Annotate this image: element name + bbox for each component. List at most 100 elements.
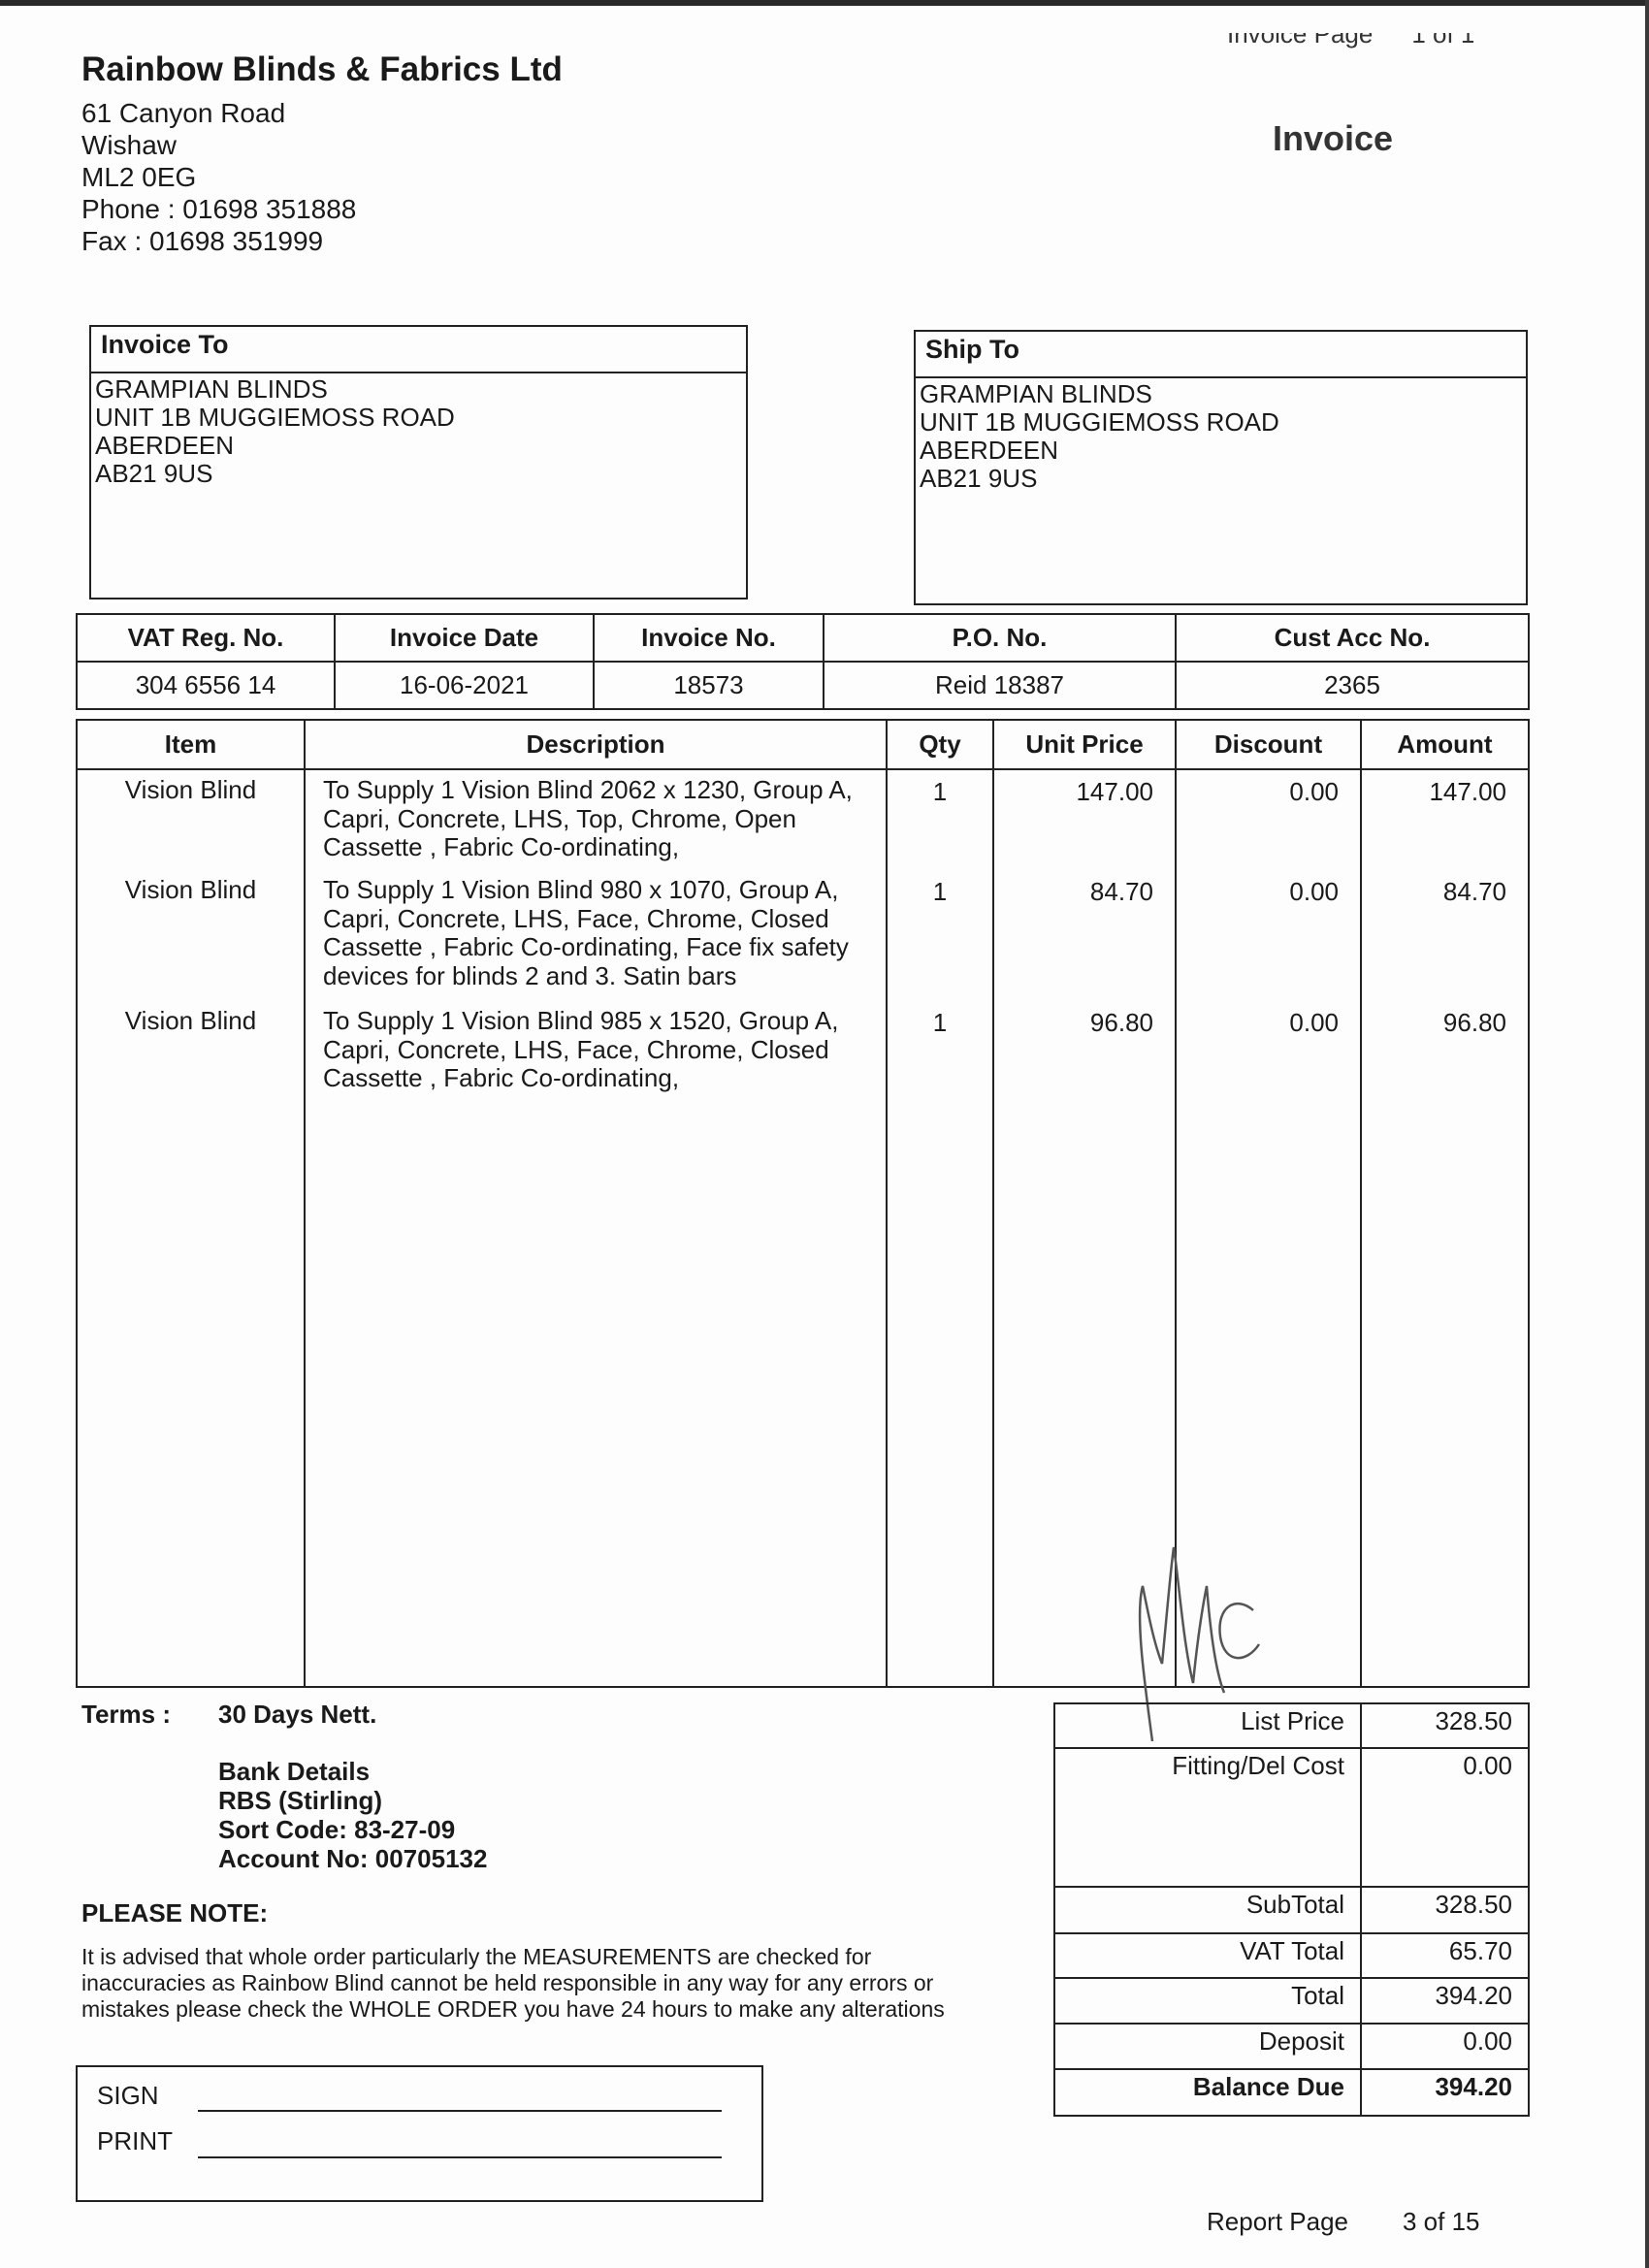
item-description: To Supply 1 Vision Blind 985 x 1520, Gro… [304, 1001, 888, 1688]
item-description: To Supply 1 Vision Blind 2062 x 1230, Gr… [304, 769, 888, 870]
line-items-table: Item Description Qty Unit Price Discount… [76, 719, 1530, 1688]
invoice-to-line: ABERDEEN [95, 431, 235, 460]
company-name: Rainbow Blinds & Fabrics Ltd [81, 50, 563, 88]
ship-to-line: ABERDEEN [920, 436, 1059, 465]
item-name: Vision Blind [76, 870, 306, 1001]
totals-table: List Price 328.50 Fitting/Del Cost 0.00 Su… [1053, 1702, 1530, 2117]
ship-to-label: Ship To [916, 332, 1526, 378]
address-line: ML2 0EG [81, 162, 197, 192]
totals-row: Balance Due 394.20 [1053, 2068, 1530, 2117]
sign-label: SIGN [97, 2081, 159, 2110]
item-qty: 1 [886, 1001, 994, 1688]
print-field[interactable] [198, 2156, 722, 2158]
invoice-to-line: AB21 9US [95, 459, 213, 488]
terms-label: Terms : [81, 1700, 171, 1729]
item-amount: 96.80 [1360, 1001, 1530, 1688]
sort-code: Sort Code: 83-27-09 [218, 1815, 456, 1844]
item-qty: 1 [886, 870, 994, 1001]
info-value-row: 304 6556 14 16-06-2021 18573 Reid 18387 … [76, 661, 1530, 710]
company-address: 61 Canyon Road Wishaw ML2 0EG Phone : 01… [81, 97, 356, 257]
scan-edge [0, 0, 1649, 6]
qty-header: Qty [886, 719, 994, 770]
invoice-date-header: Invoice Date [334, 613, 595, 663]
note-line: It is advised that whole order particula… [81, 1944, 872, 1969]
item-name: Vision Blind [76, 769, 306, 870]
list-price-value: 328.50 [1360, 1702, 1530, 1749]
table-row: Vision Blind To Supply 1 Vision Blind 98… [76, 870, 1530, 1001]
totals-row: SubTotal 328.50 [1053, 1886, 1530, 1934]
discount-header: Discount [1175, 719, 1362, 770]
invoice-page-indicator: Invoice Page 1 of 1 [1227, 19, 1513, 49]
sign-field[interactable] [198, 2110, 722, 2112]
item-discount: 0.00 [1175, 870, 1362, 1001]
totals-row: Fitting/Del Cost 0.00 [1053, 1747, 1530, 1888]
fitting-label: Fitting/Del Cost [1053, 1747, 1362, 1888]
totals-row: VAT Total 65.70 [1053, 1932, 1530, 1979]
please-note-title: PLEASE NOTE: [81, 1898, 269, 1928]
invoice-to-box: Invoice To GRAMPIAN BLINDS UNIT 1B MUGGI… [89, 325, 748, 599]
amount-header: Amount [1360, 719, 1530, 770]
document-title: Invoice [1273, 118, 1394, 158]
po-no-header: P.O. No. [823, 613, 1177, 663]
ship-to-box: Ship To GRAMPIAN BLINDS UNIT 1B MUGGIEMO… [914, 330, 1528, 605]
totals-row: Total 394.20 [1053, 1977, 1530, 2025]
item-discount: 0.00 [1175, 1001, 1362, 1688]
po-no-value: Reid 18387 [823, 661, 1177, 710]
ship-to-line: AB21 9US [920, 464, 1038, 493]
items-header-row: Item Description Qty Unit Price Discount… [76, 719, 1530, 770]
unit-price-header: Unit Price [992, 719, 1177, 770]
company-fax: Fax : 01698 351999 [81, 226, 324, 256]
note-line: inaccuracies as Rainbow Blind cannot be … [81, 1970, 934, 1995]
item-name: Vision Blind [76, 1001, 306, 1688]
item-amount: 147.00 [1360, 769, 1530, 870]
address-line: Wishaw [81, 130, 178, 160]
subtotal-value: 328.50 [1360, 1886, 1530, 1934]
item-unit-price: 147.00 [992, 769, 1177, 870]
report-page-value: 3 of 15 [1403, 2207, 1480, 2236]
item-header: Item [76, 719, 306, 770]
list-price-label: List Price [1053, 1702, 1362, 1749]
company-phone: Phone : 01698 351888 [81, 194, 357, 224]
invoice-info-table: VAT Reg. No. Invoice Date Invoice No. P.… [76, 613, 1530, 710]
terms-value: 30 Days Nett. [218, 1700, 377, 1729]
total-value: 394.20 [1360, 1977, 1530, 2025]
please-note-text: It is advised that whole order particula… [81, 1944, 945, 2023]
cust-acc-header: Cust Acc No. [1175, 613, 1530, 663]
deposit-value: 0.00 [1360, 2023, 1530, 2070]
vat-reg-value: 304 6556 14 [76, 661, 336, 710]
bank-details: Bank Details RBS (Stirling) Sort Code: 8… [218, 1757, 487, 1873]
cust-acc-value: 2365 [1175, 661, 1530, 710]
invoice-to-line: GRAMPIAN BLINDS [95, 374, 328, 404]
print-label: PRINT [97, 2126, 173, 2155]
totals-row: Deposit 0.00 [1053, 2023, 1530, 2070]
invoice-no-header: Invoice No. [593, 613, 824, 663]
item-qty: 1 [886, 769, 994, 870]
invoice-page-value: 1 of 1 [1411, 19, 1475, 49]
subtotal-label: SubTotal [1053, 1886, 1362, 1934]
scan-edge-right [1645, 0, 1649, 2268]
invoice-date-value: 16-06-2021 [334, 661, 595, 710]
table-row: Vision Blind To Supply 1 Vision Blind 20… [76, 769, 1530, 870]
deposit-label: Deposit [1053, 2023, 1362, 2070]
fitting-value: 0.00 [1360, 1747, 1530, 1888]
invoice-to-label: Invoice To [91, 327, 746, 373]
bank-details-title: Bank Details [218, 1757, 371, 1786]
balance-due-label: Balance Due [1053, 2068, 1362, 2117]
total-label: Total [1053, 1977, 1362, 2025]
ship-to-line: GRAMPIAN BLINDS [920, 379, 1152, 408]
address-line: 61 Canyon Road [81, 98, 286, 128]
ship-to-line: UNIT 1B MUGGIEMOSS ROAD [920, 407, 1279, 437]
item-unit-price: 84.70 [992, 870, 1177, 1001]
item-amount: 84.70 [1360, 870, 1530, 1001]
balance-due-value: 394.20 [1360, 2068, 1530, 2117]
table-row: Vision Blind To Supply 1 Vision Blind 98… [76, 1001, 1530, 1688]
item-description: To Supply 1 Vision Blind 980 x 1070, Gro… [304, 870, 888, 1001]
bank-name: RBS (Stirling) [218, 1786, 382, 1815]
account-no: Account No: 00705132 [218, 1844, 488, 1873]
invoice-page-label: Invoice Page [1227, 19, 1374, 49]
item-unit-price: 96.80 [992, 1001, 1177, 1688]
item-discount: 0.00 [1175, 769, 1362, 870]
vat-total-label: VAT Total [1053, 1932, 1362, 1979]
invoice-to-line: UNIT 1B MUGGIEMOSS ROAD [95, 403, 455, 432]
vat-reg-header: VAT Reg. No. [76, 613, 336, 663]
